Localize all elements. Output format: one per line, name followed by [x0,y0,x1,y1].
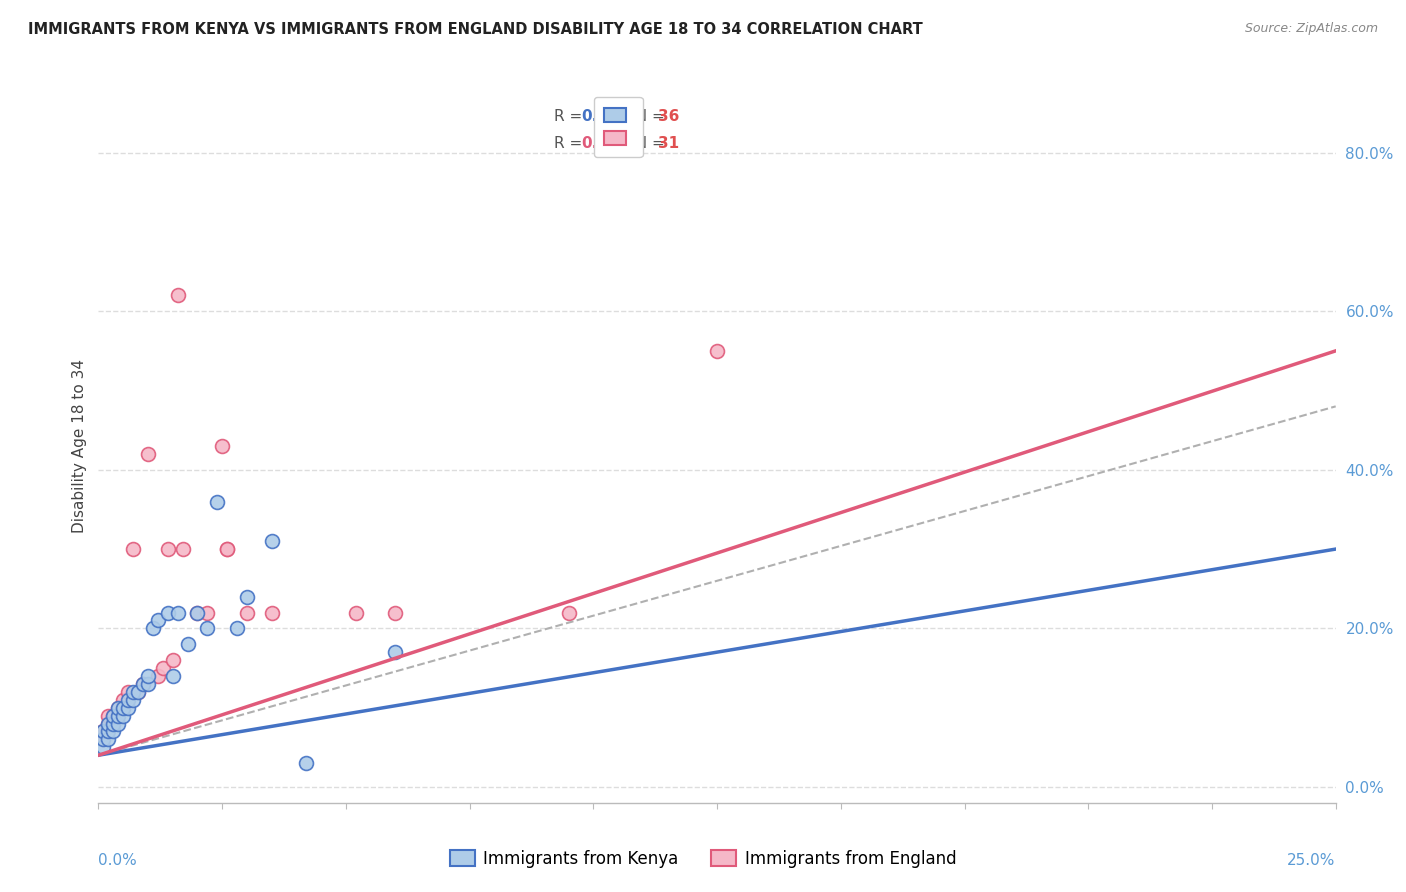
Point [236,590,259,604]
Point [97,716,120,731]
Text: 31: 31 [658,136,679,151]
Point [107,700,129,714]
Point [112,708,135,723]
Point [384,645,406,659]
Point [226,621,249,635]
Point [103,724,125,739]
Point [156,606,179,620]
Point [93,732,115,747]
Point [211,439,233,453]
Point [217,542,239,557]
Point [195,606,218,620]
Point [103,716,125,731]
Point [112,692,135,706]
Point [706,343,728,358]
Point [107,700,129,714]
Point [127,685,149,699]
Point [146,614,169,628]
Text: 0.0%: 0.0% [98,853,138,868]
Point [142,621,165,635]
Point [97,708,120,723]
Text: 0.616: 0.616 [581,109,630,124]
Point [186,606,208,620]
Text: 25.0%: 25.0% [1288,853,1336,868]
Point [260,534,283,549]
Point [384,606,406,620]
Text: 0.538: 0.538 [581,136,628,151]
Point [117,685,139,699]
Point [132,677,155,691]
Legend: , : , [593,97,643,157]
Point [97,724,120,739]
Point [166,288,188,302]
Text: IMMIGRANTS FROM KENYA VS IMMIGRANTS FROM ENGLAND DISABILITY AGE 18 TO 34 CORRELA: IMMIGRANTS FROM KENYA VS IMMIGRANTS FROM… [28,22,922,37]
Point [122,692,145,706]
Point [156,542,179,557]
Point [136,669,159,683]
Point [127,685,149,699]
Point [557,606,579,620]
Point [93,724,115,739]
Point [146,669,169,683]
Point [162,653,184,667]
Point [112,700,135,714]
Point [166,606,188,620]
Text: 36: 36 [658,109,679,124]
Point [172,542,194,557]
Point [295,756,318,771]
Point [97,732,120,747]
Point [217,542,239,557]
Text: R =: R = [554,109,586,124]
Point [112,700,135,714]
Point [136,447,159,461]
Point [195,621,218,635]
Legend: Immigrants from Kenya, Immigrants from England: Immigrants from Kenya, Immigrants from E… [443,844,963,875]
Point [236,606,259,620]
Text: Source: ZipAtlas.com: Source: ZipAtlas.com [1244,22,1378,36]
Text: N =: N = [626,109,669,124]
Point [260,606,283,620]
Point [152,661,174,675]
Point [93,732,115,747]
Text: R =: R = [554,136,586,151]
Point [122,542,145,557]
Point [186,606,208,620]
Point [107,708,129,723]
Point [176,637,198,651]
Point [103,708,125,723]
Text: N =: N = [626,136,669,151]
Point [122,685,145,699]
Point [103,716,125,731]
Point [117,692,139,706]
Y-axis label: Disability Age 18 to 34: Disability Age 18 to 34 [72,359,87,533]
Point [162,669,184,683]
Point [97,716,120,731]
Point [344,606,367,620]
Point [107,716,129,731]
Point [93,740,115,755]
Point [205,494,228,508]
Point [136,677,159,691]
Point [103,708,125,723]
Point [132,677,155,691]
Point [93,724,115,739]
Point [117,700,139,714]
